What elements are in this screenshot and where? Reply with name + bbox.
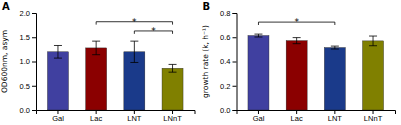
bar [363, 41, 384, 110]
bar [162, 68, 183, 110]
x-tick-label: Gal [52, 114, 64, 123]
x-tick: LNnT [364, 110, 383, 123]
y-tick-label: 0.2 [220, 82, 230, 91]
x-tick: LNT [127, 110, 142, 123]
bar [286, 41, 307, 110]
y-axis: 0.0 0.2 0.4 0.6 0.8 [220, 9, 237, 115]
plot-area [47, 22, 183, 110]
y-tick-mark [32, 13, 36, 14]
y-tick-label: 0.5 [20, 82, 30, 91]
y-tick-label: 0.4 [220, 57, 230, 66]
y-tick-mark [32, 37, 36, 38]
y-axis-title: OD600nm, asym [0, 30, 9, 93]
y-tick: 1.5 [20, 33, 36, 42]
y-tick: 1.0 [20, 57, 36, 66]
x-tick-label: LNnT [364, 114, 383, 123]
bar [248, 36, 269, 110]
y-tick-label: 2.0 [20, 9, 30, 18]
x-tick: LNnT [163, 110, 182, 123]
error-bar [254, 34, 262, 37]
y-axis-line [233, 14, 238, 111]
panel: 0.0 0.2 0.4 0.6 0.8 Gal Lac LNT LNnT * growth rate… [201, 1, 396, 123]
y-tick-mark [233, 13, 237, 14]
x-tick-label: Gal [253, 114, 265, 123]
y-tick-label: 0.6 [220, 33, 230, 42]
y-axis: 0.0 0.5 1.0 1.5 2.0 [20, 9, 37, 115]
x-axis: Gal Lac LNT LNnT [37, 110, 196, 123]
x-tick: Gal [253, 110, 265, 123]
y-tick: 0.8 [220, 9, 236, 18]
panel-label: A [2, 1, 10, 12]
y-tick: 0.0 [20, 106, 36, 115]
y-tick-label: 1.5 [20, 33, 30, 42]
bar [47, 52, 68, 110]
x-axis: Gal Lac LNT LNnT [237, 110, 396, 123]
significance-label: * [132, 17, 137, 27]
y-tick-mark [233, 62, 237, 63]
y-tick-mark [233, 86, 237, 87]
y-tick-mark [233, 110, 237, 111]
x-tick-label: LNT [328, 114, 343, 123]
y-tick-label: 0.0 [20, 106, 30, 115]
y-tick-mark [32, 86, 36, 87]
bar [324, 48, 345, 110]
x-tick: LNT [328, 110, 343, 123]
error-bar [369, 36, 377, 46]
error-bar [331, 46, 339, 49]
bar [86, 48, 107, 110]
y-tick-mark [233, 37, 237, 38]
y-tick: 2.0 [20, 9, 36, 18]
error-bar [169, 64, 177, 72]
panel: 0.0 0.5 1.0 1.5 2.0 Gal Lac LNT LNnT * * OD600nm, a… [0, 1, 195, 123]
x-tick-label: LNnT [163, 114, 182, 123]
error-bar [130, 41, 138, 62]
y-tick: 0.2 [220, 82, 236, 91]
y-tick: 0.5 [20, 82, 36, 91]
error-bar [293, 38, 301, 44]
y-tick-mark [32, 110, 36, 111]
y-tick: 0.6 [220, 33, 236, 42]
y-tick-label: 1.0 [20, 57, 30, 66]
y-tick-label: 0.0 [220, 106, 230, 115]
significance-label: * [294, 17, 299, 27]
error-bar [92, 41, 100, 55]
x-tick: Lac [291, 110, 303, 123]
x-tick-label: Lac [90, 114, 102, 123]
x-tick-label: LNT [127, 114, 142, 123]
figure: 0.0 0.5 1.0 1.5 2.0 Gal Lac LNT LNnT * * OD600nm, a… [0, 0, 401, 125]
x-tick-label: Lac [291, 114, 303, 123]
y-tick-mark [32, 62, 36, 63]
y-axis-line [32, 14, 37, 111]
y-tick: 0.4 [220, 57, 236, 66]
y-tick: 0.0 [220, 106, 236, 115]
panel-label: B [203, 1, 211, 12]
y-tick-label: 0.8 [220, 9, 230, 18]
x-tick: Gal [52, 110, 64, 123]
plot-area [248, 22, 384, 110]
error-bar [54, 45, 62, 58]
significance-label: * [151, 26, 156, 36]
x-tick: Lac [90, 110, 102, 123]
y-axis-title: growth rate (k, h⁻¹) [201, 25, 210, 98]
